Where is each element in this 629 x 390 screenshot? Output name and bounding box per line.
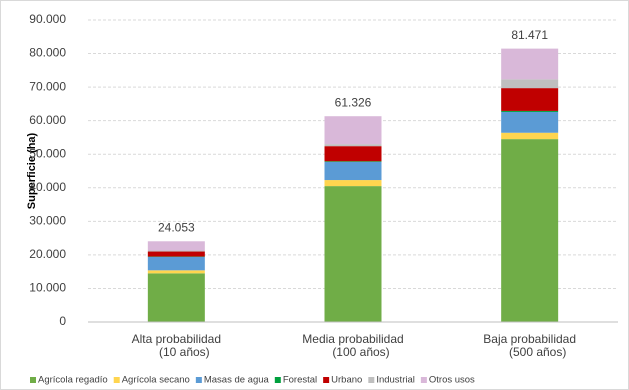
bar-segment <box>501 132 559 140</box>
bar-segment <box>324 116 382 145</box>
bar-segment <box>147 273 205 322</box>
bar-segment <box>501 111 559 133</box>
x-tick-label: Media probabilidad <box>302 332 403 346</box>
total-label: 24.053 <box>158 220 195 234</box>
legend-swatch <box>274 377 281 383</box>
y-tick-label: 30.000 <box>29 214 66 228</box>
x-tick-label: Baja probabilidad <box>483 332 576 346</box>
y-tick-label: 80.000 <box>29 46 66 60</box>
bar-segment <box>324 146 382 162</box>
bar-segment <box>147 241 205 251</box>
bar-segment <box>147 251 205 257</box>
legend-label: Agrícola regadío <box>38 375 108 386</box>
y-tick-label: 10.000 <box>29 281 66 295</box>
x-tick-label: (100 años) <box>332 345 389 359</box>
x-tick-label: (500 años) <box>509 345 566 359</box>
legend-label: Masas de agua <box>204 375 270 386</box>
x-tick-label: Alta probabilidad <box>132 332 221 346</box>
total-label: 61.326 <box>335 95 372 109</box>
y-tick-label: 60.000 <box>29 113 66 127</box>
legend-swatch <box>420 377 427 383</box>
legend-swatch <box>30 377 36 383</box>
y-tick-label: 50.000 <box>29 146 66 160</box>
bar-segment <box>501 48 559 80</box>
y-axis-title: Superficie (ha) <box>26 132 38 209</box>
legend-label: Otros usos <box>429 375 475 386</box>
legend-label: Industrial <box>376 375 415 386</box>
bar-segment <box>324 144 382 147</box>
legend-label: Agrícola secano <box>122 375 190 386</box>
bar-segment <box>324 180 382 187</box>
y-tick-label: 0 <box>59 314 66 328</box>
legend-label: Urbano <box>331 375 362 386</box>
bar-segment <box>324 161 382 181</box>
bar-segment <box>501 88 559 111</box>
bar-segment <box>147 270 205 274</box>
bar-segment <box>324 186 382 322</box>
legend: Agrícola regadío Agrícola secano Masas de … <box>30 375 475 386</box>
bar-segment <box>501 139 559 322</box>
bar-segment <box>501 79 559 89</box>
bar-segment <box>147 256 205 271</box>
y-tick-label: 90.000 <box>29 12 66 26</box>
bar-segment <box>501 110 559 112</box>
bar-segment <box>147 250 205 252</box>
y-tick-label: 70.000 <box>29 79 66 93</box>
legend-swatch <box>323 377 330 383</box>
legend-swatch <box>368 377 375 383</box>
y-tick-label: 40.000 <box>29 180 66 194</box>
legend-swatch <box>113 377 120 383</box>
y-tick-label: 20.000 <box>29 247 66 261</box>
total-label: 81.471 <box>511 28 548 42</box>
x-tick-label: (10 años) <box>159 345 210 359</box>
legend-swatch <box>195 377 202 383</box>
bar-segment <box>324 161 382 162</box>
legend-label: Forestal <box>283 375 317 386</box>
